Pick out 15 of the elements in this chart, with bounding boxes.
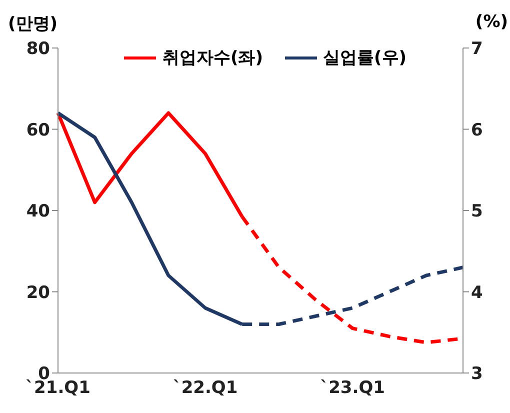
legend-label: 실업률(우) xyxy=(322,47,407,69)
y-tick-label: 20 xyxy=(26,282,50,303)
y2-tick-label: 4 xyxy=(471,282,483,303)
y-axis-title: (만명) xyxy=(8,13,58,35)
y-tick-label: 60 xyxy=(26,120,50,140)
y2-tick-label: 7 xyxy=(471,39,483,60)
y2-tick-label: 3 xyxy=(471,364,483,384)
y2-axis-title: (%) xyxy=(475,12,508,32)
y2-tick-label: 6 xyxy=(471,120,483,140)
legend-label: 취업자수(좌) xyxy=(161,47,263,69)
y-tick-label: 80 xyxy=(26,39,50,60)
x-tick-label: `22.Q1 xyxy=(172,378,238,398)
x-tick-label: `23.Q1 xyxy=(320,378,385,398)
y2-tick-label: 5 xyxy=(471,202,483,222)
y-tick-label: 40 xyxy=(26,202,50,222)
